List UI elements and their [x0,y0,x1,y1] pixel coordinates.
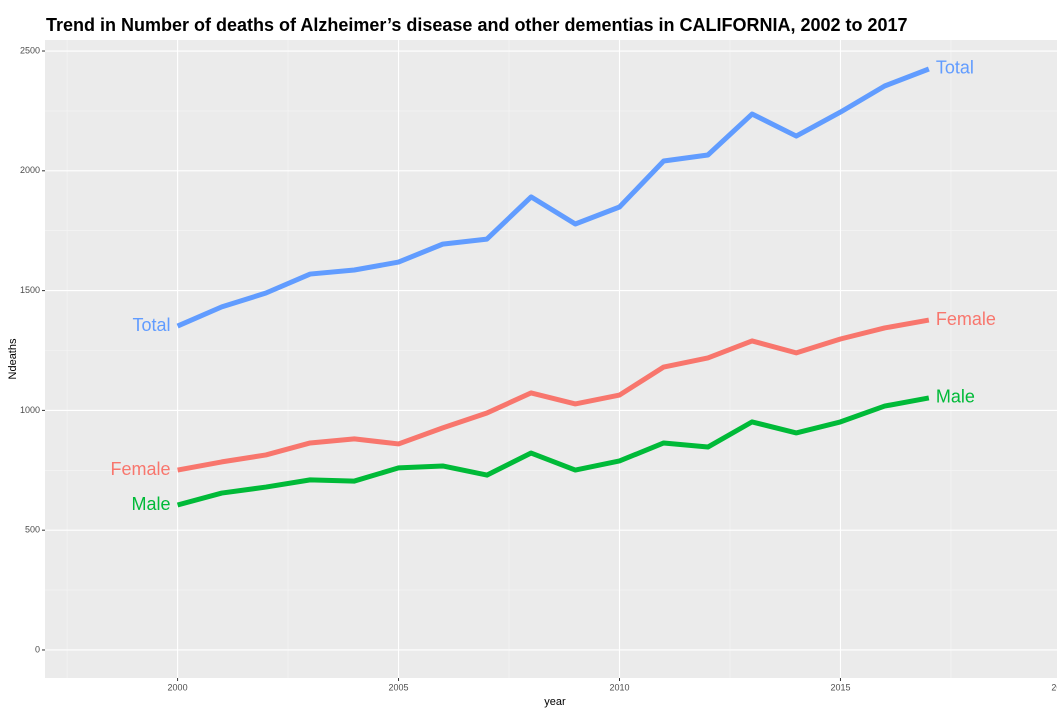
x-tick-label: 2020 [1051,682,1057,692]
y-tick-label: 1000 [20,405,40,415]
x-tick-label: 2000 [168,682,188,692]
series-end-label: Total [936,58,974,78]
series-end-label: Female [936,309,996,329]
y-axis-label: Ndeaths [7,338,19,379]
series-end-label: Male [936,387,975,407]
series-start-label: Total [133,315,171,335]
series-line [176,395,930,508]
x-tick-label: 2010 [609,682,629,692]
y-tick-label: 1500 [20,285,40,295]
series-line [176,66,930,329]
y-tick-label: 2000 [20,165,40,175]
y-tick-label: 500 [25,525,40,535]
plot-panel [45,40,1057,678]
x-tick-label: 2005 [389,682,409,692]
series-start-label: Male [132,494,171,514]
y-tick-label: 2500 [20,45,40,55]
y-tick-label: 0 [35,644,40,654]
series-start-label: Female [111,459,171,479]
x-tick-label: 2015 [830,682,850,692]
x-axis-label: year [544,696,566,708]
chart-title: Trend in Number of deaths of Alzheimer’s… [46,15,908,35]
series-line [177,317,930,473]
